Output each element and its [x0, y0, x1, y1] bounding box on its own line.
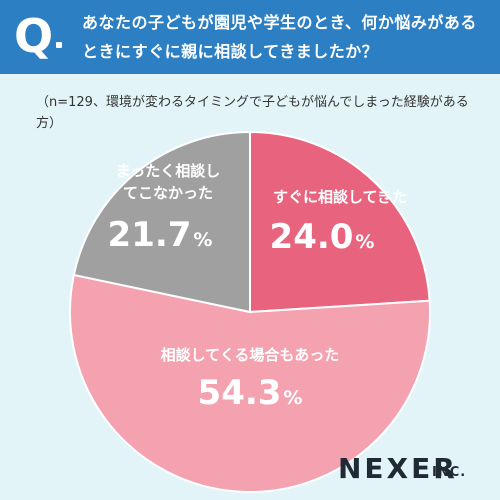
slice-label-3: まったく相談してこなかった — [116, 162, 220, 202]
question-header: Q あなたの子どもが園児や学生のとき、何か悩みがあるときにすぐに親に相談してきま… — [0, 0, 500, 74]
pie-slice-2 — [69, 273, 431, 493]
pie-slice-3 — [72, 130, 251, 314]
slice-value-2: 54.3% — [198, 373, 303, 413]
q-dot — [56, 42, 62, 48]
slice-value-3: 21.7% — [108, 215, 213, 255]
slice-label-1: すぐに相談してきた — [273, 188, 407, 206]
slice-value-1: 24.0% — [270, 217, 375, 257]
sample-note: （n=129、環境が変わるタイミングで子どもが悩んでしまった経験がある方） — [36, 95, 469, 131]
question-text: あなたの子どもが園児や学生のとき、何か悩みがあるときにすぐに親に相談してきました… — [82, 13, 477, 61]
brand-suffix: INC. — [432, 465, 467, 480]
pie-slice-1 — [249, 130, 431, 314]
q-mark: Q — [14, 9, 54, 63]
brand-logo: NEXER — [338, 452, 458, 485]
slice-label-2: 相談してくる場合もあった — [161, 346, 340, 364]
